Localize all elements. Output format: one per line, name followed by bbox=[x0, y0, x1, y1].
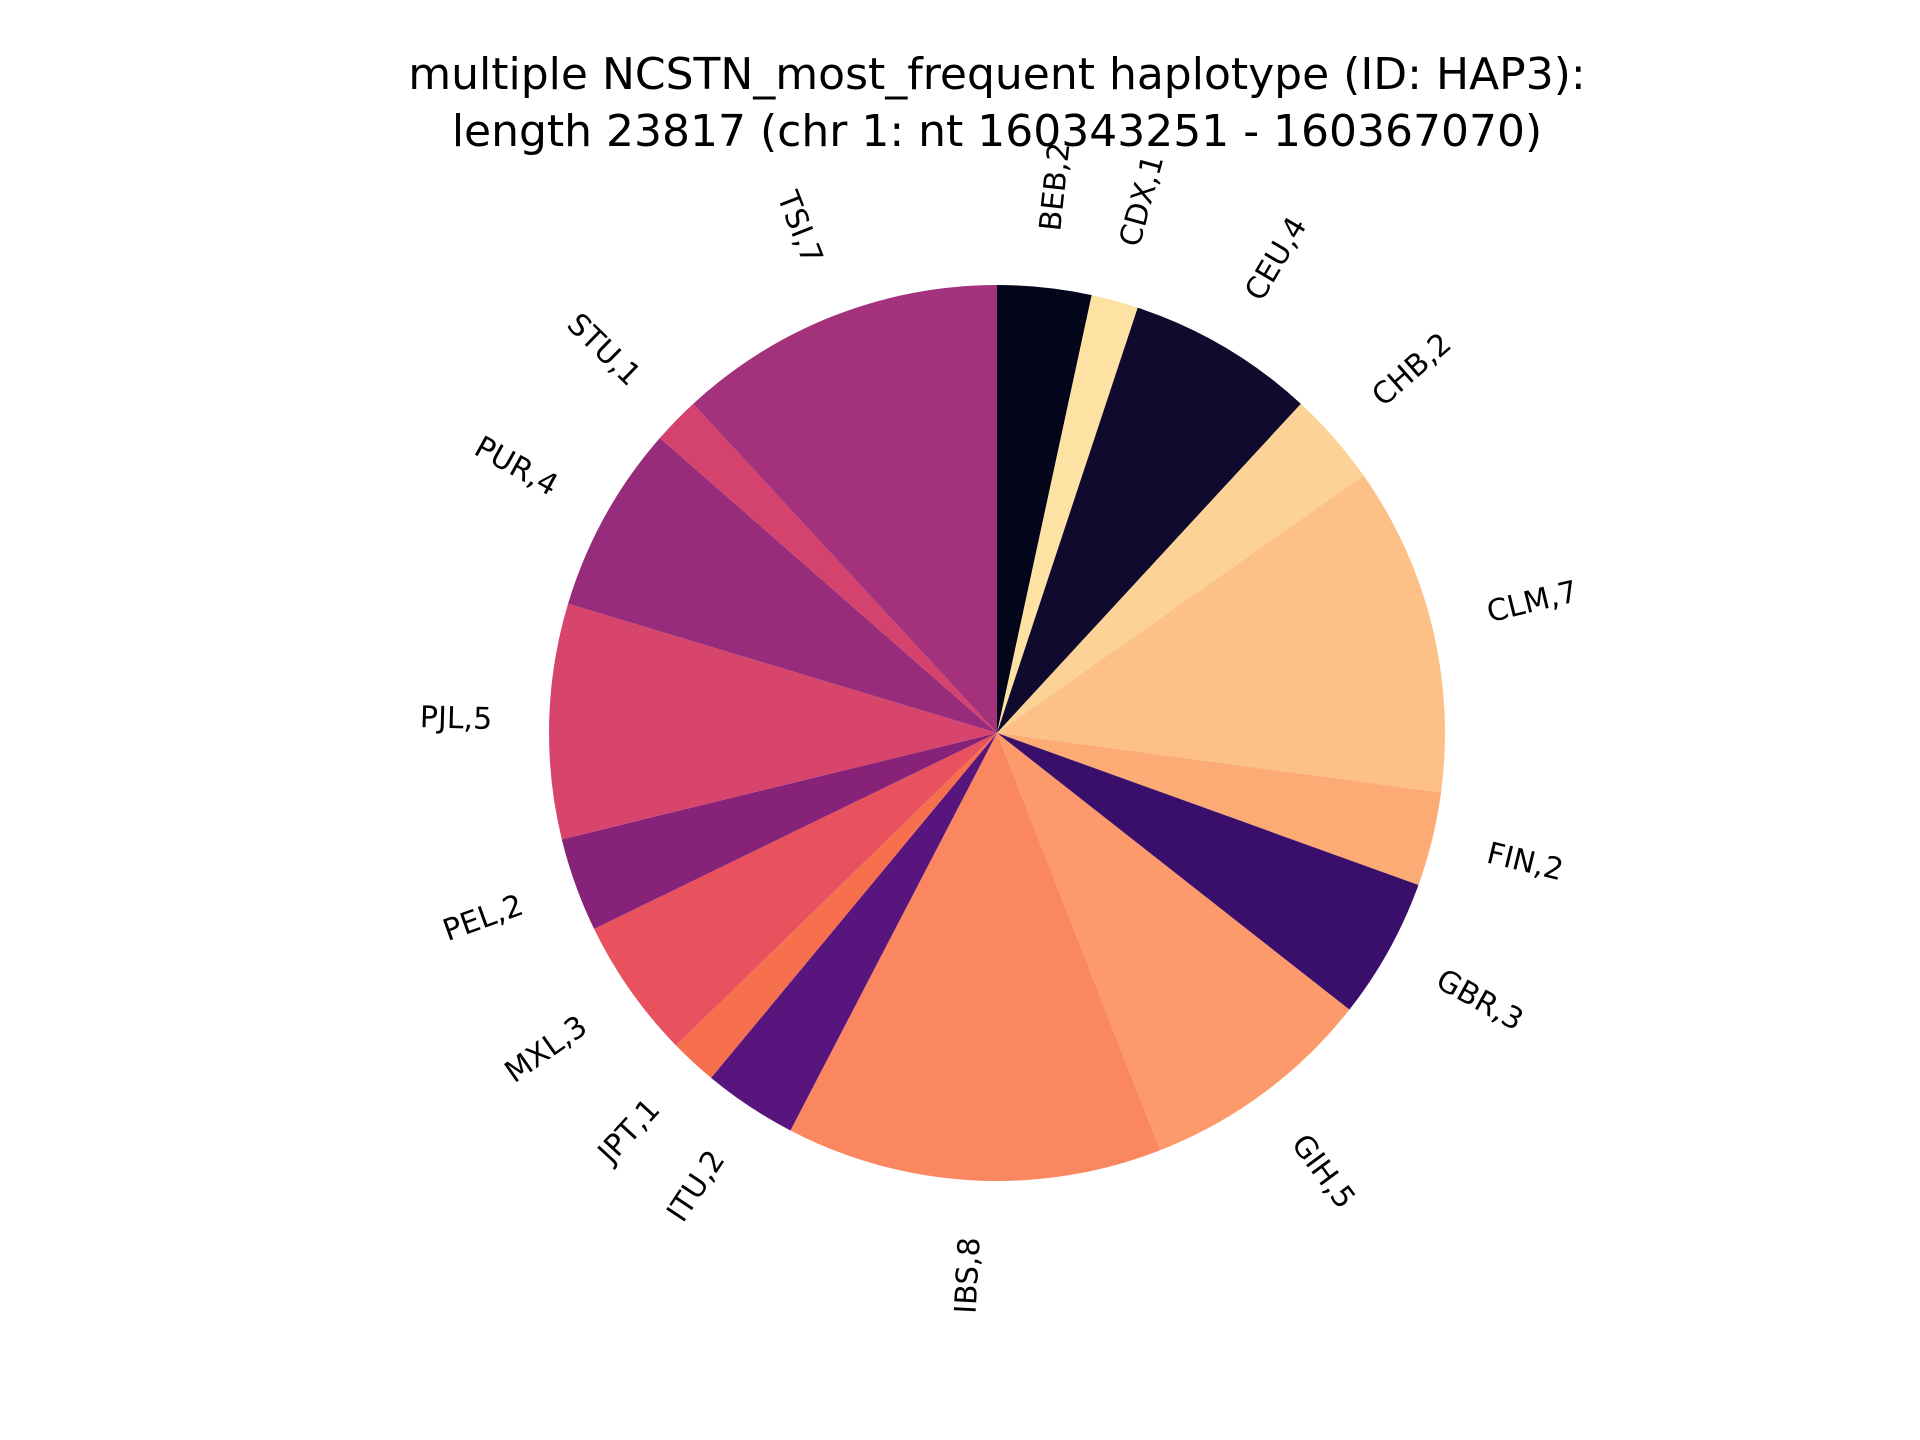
pie-slice-pel bbox=[561, 733, 997, 929]
pie-slice-tsi bbox=[693, 285, 997, 733]
pie-slice-label: CEU,4 bbox=[1238, 211, 1314, 307]
chart-title: multiple NCSTN_most_frequent haplotype (… bbox=[408, 49, 1585, 100]
pie-slice-label: PUR,4 bbox=[468, 430, 563, 504]
pie-slice-ceu bbox=[997, 307, 1301, 733]
pie-slice-label: ITU,2 bbox=[660, 1144, 732, 1228]
pie-slices bbox=[548, 285, 1446, 1181]
pie-slice-itu bbox=[711, 733, 997, 1131]
pie-slice-label: GIH,5 bbox=[1284, 1128, 1362, 1216]
chart-subtitle: length 23817 (chr 1: nt 160343251 - 1603… bbox=[452, 106, 1542, 157]
pie-slice-label: GBR,3 bbox=[1430, 962, 1529, 1038]
pie-slice-chb bbox=[997, 403, 1364, 733]
pie-slice-gih bbox=[997, 733, 1350, 1151]
pie-slice-label: PJL,5 bbox=[419, 700, 492, 737]
pie-slice-jpt bbox=[676, 733, 997, 1078]
pie-slice-label: CLM,7 bbox=[1483, 574, 1581, 630]
pie-slice-label: MXL,3 bbox=[499, 1009, 594, 1090]
pie-slice-beb bbox=[997, 285, 1092, 733]
pie-slice-label: STU,1 bbox=[560, 307, 647, 393]
pie-slice-pur bbox=[568, 437, 997, 733]
pie-slice-gbr bbox=[997, 733, 1419, 1010]
pie-slice-clm bbox=[997, 475, 1446, 793]
pie-slice-label: TSI,7 bbox=[769, 186, 829, 269]
pie-slice-label: CHB,2 bbox=[1366, 326, 1459, 413]
pie-slice-stu bbox=[659, 403, 997, 733]
pie-slice-pjl bbox=[548, 603, 997, 840]
pie-slice-label: JPT,1 bbox=[590, 1092, 667, 1172]
pie-slice-mxl bbox=[594, 733, 997, 1046]
pie-slice-ibs bbox=[790, 733, 1161, 1181]
pie-slice-label: PEL,2 bbox=[439, 888, 528, 949]
pie-slice-label: IBS,8 bbox=[949, 1236, 988, 1314]
pie-slice-fin bbox=[997, 733, 1442, 885]
pie-slice-label: CDX,1 bbox=[1113, 151, 1171, 250]
pie-slice-cdx bbox=[997, 295, 1138, 733]
pie-slice-label: FIN,2 bbox=[1483, 836, 1566, 888]
